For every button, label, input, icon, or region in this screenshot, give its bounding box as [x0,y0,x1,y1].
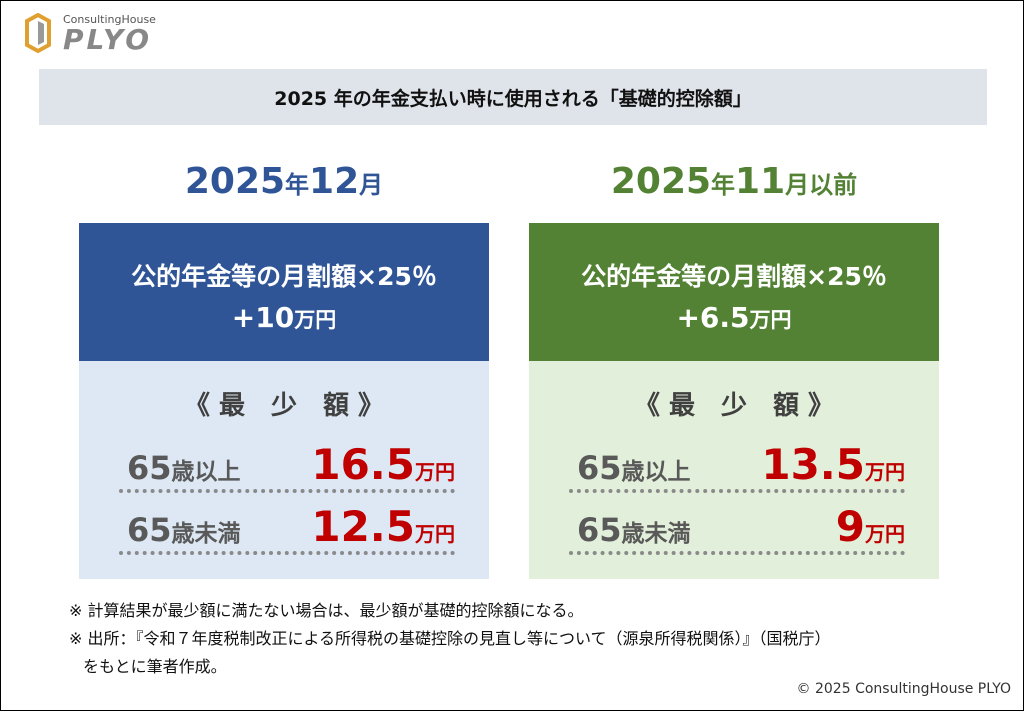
minimum-box: 《 最 少 額 》 65歳以上 16.5万円 65歳未満 12.5万円 [79,361,489,579]
formula-line: +6.5万円 [529,301,939,334]
formula-box: 公的年金等の月割額×25％ +6.5万円 [529,223,939,361]
heading-part: 12 [309,161,360,202]
heading-part: 11 [735,161,786,202]
formula-line: 公的年金等の月割額×25％ [131,262,437,291]
title: 2025 年の年金支払い時に使用される「基礎的控除額」 [39,69,987,125]
age-label: 歳以上 [621,459,691,485]
formula-line: +10万円 [79,301,489,334]
note: をもとに筆者作成。 [83,657,227,676]
age-label: 歳以上 [171,459,241,485]
age-num: 65 [577,449,622,487]
heading-part: 月 [359,171,384,199]
note: ※ 計算結果が最少額に満たない場合は、最少額が基礎的控除額になる。 [69,601,584,620]
age: 65歳未満 [577,511,691,549]
amount: 12.5万円 [311,502,455,551]
heading-part: 月以前 [785,171,858,199]
minimum-row: 65歳以上 13.5万円 [569,437,905,493]
minimum-label: 《 最 少 額 》 [633,391,835,421]
amount-value: 12.5 [311,502,415,551]
age: 65歳以上 [127,449,241,487]
heading-part: 2025 [610,161,712,202]
formula-amount: +10 [231,301,295,334]
footer: © 2025 ConsultingHouse PLYO [796,681,1011,697]
amount-value: 16.5 [311,440,415,489]
formula-line: 公的年金等の月割額×25％ [581,262,887,291]
age-num: 65 [127,449,172,487]
age-num: 65 [127,511,172,549]
formula-amount: +6.5 [676,301,750,334]
logo-main: PLYO [63,23,153,56]
heading-part: 年 [285,171,310,199]
panel-heading: 2025年12月 [79,161,489,202]
age: 65歳以上 [577,449,691,487]
heading-part: 2025 [184,161,286,202]
formula-unit: 万円 [294,308,337,332]
minimum-box: 《 最 少 額 》 65歳以上 13.5万円 65歳未満 9万円 [529,361,939,579]
minimum-row: 65歳未満 9万円 [569,499,905,555]
minimum-row: 65歳未満 12.5万円 [119,499,455,555]
heading-part: 年 [711,171,736,199]
amount-unit: 万円 [415,522,455,546]
amount-unit: 万円 [865,460,905,484]
age: 65歳未満 [127,511,241,549]
age-num: 65 [577,511,622,549]
minimum-label: 《 最 少 額 》 [183,391,385,421]
amount: 9万円 [836,502,905,551]
amount: 13.5万円 [761,440,905,489]
panel-heading: 2025年11月以前 [529,161,939,202]
logo-small: ConsultingHouse [63,13,156,26]
age-label: 歳未満 [171,521,241,547]
minimum-row: 65歳以上 16.5万円 [119,437,455,493]
formula-box: 公的年金等の月割額×25％ +10万円 [79,223,489,361]
amount-value: 9 [835,502,865,551]
amount-value: 13.5 [761,440,865,489]
note: ※ 出所：『令和７年度税制改正による所得税の基礎控除の見直し等について（源泉所得… [69,629,831,648]
formula-unit: 万円 [749,308,792,332]
amount-unit: 万円 [415,460,455,484]
amount: 16.5万円 [311,440,455,489]
amount-unit: 万円 [865,522,905,546]
age-label: 歳未満 [621,521,691,547]
logo-icon [25,13,51,53]
